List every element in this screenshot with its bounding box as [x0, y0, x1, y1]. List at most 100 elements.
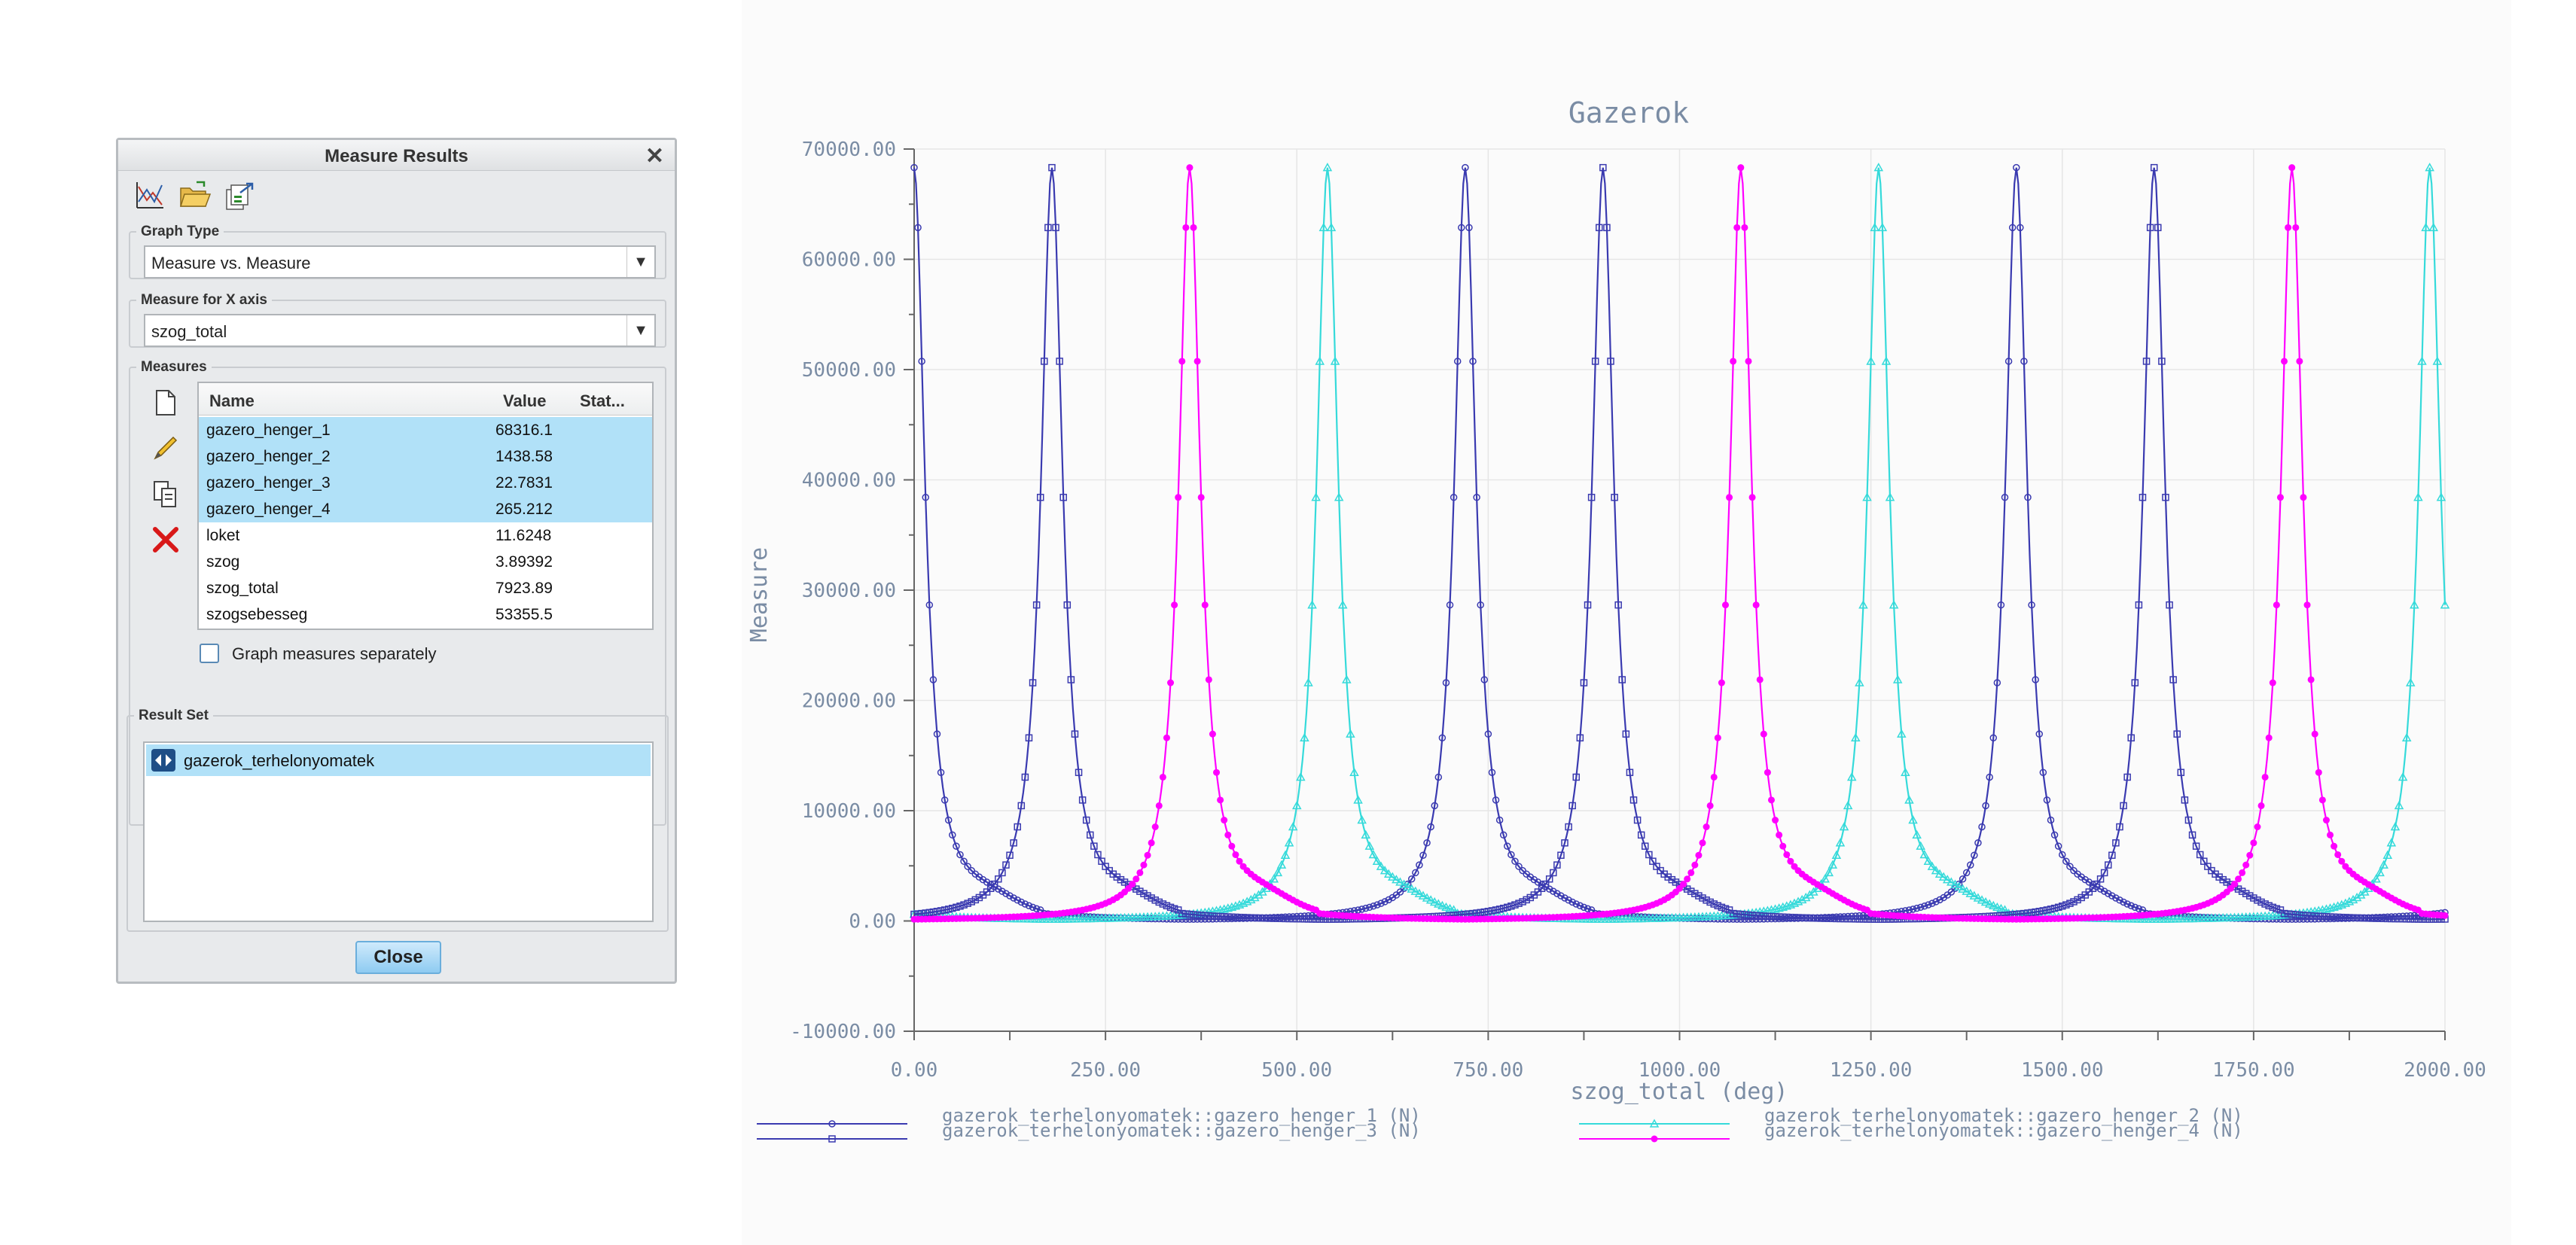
data-point — [2284, 910, 2292, 918]
edit-icon[interactable] — [151, 433, 181, 463]
table-row[interactable]: loket 11.6248 — [199, 522, 652, 549]
close-icon[interactable]: ✕ — [645, 144, 664, 169]
data-point — [1032, 601, 1041, 609]
copy-icon[interactable] — [151, 479, 181, 509]
data-point — [1167, 679, 1175, 686]
close-button[interactable]: Close — [355, 941, 441, 974]
data-point — [2388, 915, 2395, 923]
result-set-icon — [151, 749, 175, 772]
data-point — [1492, 906, 1500, 914]
legend-label: gazerok_terhelonyomatek::gazero_henger_2… — [1764, 1105, 2243, 1126]
y-tick-label: 60000.00 — [802, 249, 896, 272]
data-point — [2093, 880, 2101, 888]
data-point — [1322, 163, 1333, 172]
data-point — [1171, 601, 1178, 609]
data-point — [1427, 823, 1434, 831]
data-point — [1721, 905, 1730, 913]
data-point — [1148, 894, 1155, 902]
x-axis-select[interactable]: szog_total ▼ — [144, 314, 656, 347]
data-point — [1730, 358, 1737, 365]
table-row[interactable]: gazero_henger_4 265.212 — [199, 496, 652, 522]
dialog-titlebar[interactable]: Measure Results ✕ — [118, 140, 675, 171]
chevron-down-icon[interactable]: ▼ — [626, 247, 654, 277]
data-point — [1098, 857, 1105, 865]
data-point — [1182, 224, 1190, 231]
data-point — [2338, 913, 2346, 921]
data-point — [990, 880, 998, 888]
export-icon[interactable] — [222, 179, 255, 212]
data-point — [1572, 773, 1581, 781]
data-point — [910, 163, 918, 172]
data-point — [1002, 890, 1010, 897]
data-point — [1166, 903, 1175, 912]
chart[interactable]: Gazerok 0.00 250.00 500.00 750.00 1000.00 125… — [742, 0, 2511, 1245]
data-point — [2234, 885, 2242, 893]
data-point — [2382, 850, 2393, 859]
open-folder-icon[interactable] — [178, 179, 212, 212]
data-point — [986, 884, 995, 893]
data-point — [2181, 796, 2189, 804]
table-row[interactable]: szog_total 7923.89 — [199, 575, 652, 601]
legend-marker — [1649, 1119, 1660, 1128]
graph-icon[interactable] — [133, 179, 166, 212]
data-point — [1843, 800, 1853, 810]
data-point — [1416, 861, 1423, 869]
data-point — [2235, 875, 2242, 883]
legend: gazerok_terhelonyomatek::gazero_henger_1… — [757, 1105, 2243, 1143]
table-row[interactable]: gazero_henger_1 68316.1 — [199, 417, 652, 443]
data-point — [940, 796, 949, 804]
data-point — [1429, 896, 1440, 906]
data-point — [1232, 913, 1239, 921]
data-point — [2322, 817, 2330, 824]
data-point — [2265, 902, 2273, 910]
data-point — [1828, 860, 1838, 869]
table-row[interactable]: gazero_henger_2 1438.58 — [199, 443, 652, 470]
result-set-legend: Result Set — [139, 708, 209, 723]
result-set-list: gazerok_terhelonyomatek — [143, 741, 654, 922]
data-point — [1997, 601, 2005, 609]
new-icon[interactable] — [151, 388, 181, 418]
data-point — [1859, 915, 1867, 923]
data-point — [1059, 494, 1067, 501]
data-point — [1434, 899, 1443, 908]
data-point — [2035, 730, 2044, 738]
col-value-header[interactable]: Value — [503, 391, 547, 410]
data-point — [2192, 842, 2200, 850]
data-point — [1144, 892, 1151, 900]
data-point — [2131, 679, 2139, 686]
data-point — [1905, 906, 1913, 914]
data-point — [1557, 851, 1565, 859]
table-row[interactable]: szog 3.89392 — [199, 549, 652, 575]
series — [909, 163, 2450, 924]
chevron-down-icon[interactable]: ▼ — [626, 315, 654, 345]
data-point — [1212, 912, 1221, 921]
data-point — [1936, 896, 1943, 904]
data-point — [1576, 734, 1584, 741]
data-point — [1553, 890, 1561, 897]
col-status-header[interactable]: Stat... — [580, 391, 625, 410]
data-point — [1925, 901, 1932, 909]
graph-separately-checkbox[interactable] — [200, 644, 219, 663]
table-row[interactable]: gazero_henger_3 22.7831 — [199, 470, 652, 496]
data-point — [1484, 730, 1492, 738]
list-item[interactable]: gazerok_terhelonyomatek — [146, 744, 651, 776]
data-point — [1984, 899, 1995, 908]
delete-icon[interactable] — [151, 525, 181, 555]
data-point — [1182, 915, 1190, 923]
data-point — [2131, 903, 2139, 912]
table-row[interactable]: szogsebesseg 53355.5 — [199, 601, 652, 628]
data-point — [1916, 841, 1925, 850]
data-point — [2349, 914, 2357, 921]
data-point — [1419, 851, 1427, 859]
data-point — [1224, 913, 1232, 921]
data-point — [2384, 915, 2392, 923]
data-point — [1178, 358, 1186, 365]
data-point — [1213, 769, 1221, 776]
graph-type-select[interactable]: Measure vs. Measure ▼ — [144, 245, 656, 279]
data-point — [1511, 857, 1519, 865]
data-point — [1312, 915, 1320, 923]
data-point — [1848, 915, 1855, 923]
data-point — [1687, 869, 1695, 876]
col-name-header[interactable]: Name — [209, 391, 255, 410]
data-point — [1684, 875, 1691, 883]
